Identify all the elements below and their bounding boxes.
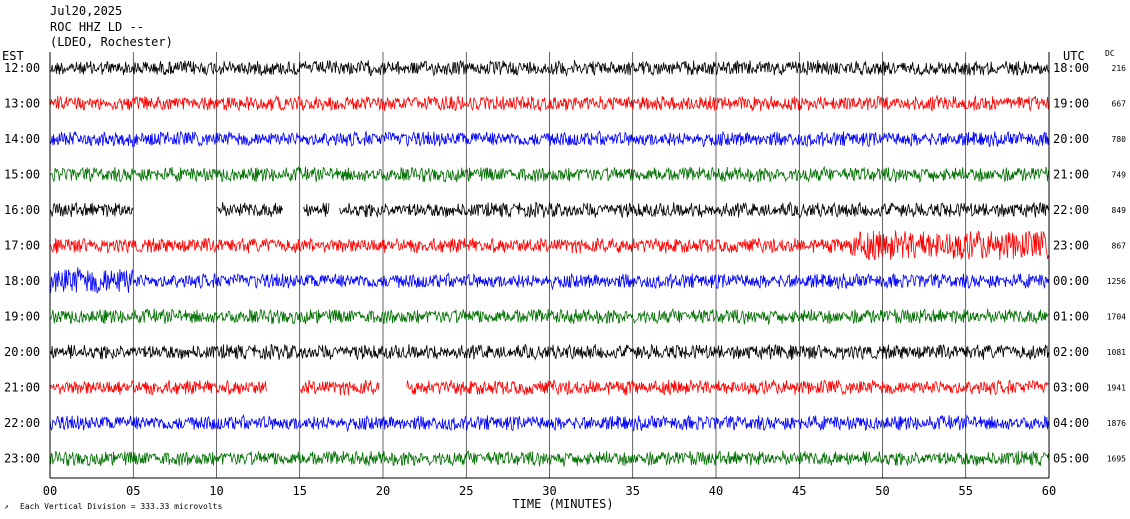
est-label-7: 19:00	[4, 310, 40, 324]
dc-label-11: 1695	[1107, 455, 1126, 464]
x-tick-15: 15	[293, 484, 307, 498]
dc-label-7: 1704	[1107, 313, 1126, 322]
x-tick-40: 40	[709, 484, 723, 498]
est-label-6: 18:00	[4, 274, 40, 288]
x-tick-55: 55	[959, 484, 973, 498]
utc-label-10: 04:00	[1053, 416, 1089, 430]
dc-label-0: 216	[1112, 64, 1127, 73]
trace-row-1	[49, 94, 1050, 113]
scale-icon: ↗	[4, 502, 9, 511]
dc-label-1: 667	[1112, 100, 1127, 109]
est-axis-label: EST	[2, 49, 24, 63]
header-station: ROC HHZ LD --	[50, 20, 144, 34]
dc-label-4: 849	[1112, 206, 1127, 215]
trace-row-9	[49, 378, 1050, 396]
header-date: Jul20,2025	[50, 4, 122, 18]
minute-gridlines	[49, 52, 1050, 478]
x-tick-10: 10	[209, 484, 223, 498]
x-tick-35: 35	[626, 484, 640, 498]
utc-label-0: 18:00	[1053, 61, 1089, 75]
trace-row-2	[49, 130, 1050, 148]
dc-label-8: 1081	[1107, 348, 1126, 357]
trace-row-0	[49, 59, 1050, 77]
x-tick-20: 20	[376, 484, 390, 498]
est-label-9: 21:00	[4, 381, 40, 395]
x-tick-45: 45	[792, 484, 806, 498]
x-tick-25: 25	[459, 484, 473, 498]
trace-row-10	[49, 413, 1050, 433]
trace-row-11	[49, 449, 1050, 468]
est-hour-labels: 12:00 13:00 14:00 15:00 16:00 17:00 18:00 19:00…	[4, 61, 40, 466]
trace-row-7	[49, 307, 1050, 326]
dc-label-10: 1876	[1107, 419, 1126, 428]
utc-label-3: 21:00	[1053, 168, 1089, 182]
trace-row-6	[49, 267, 1050, 294]
utc-hour-labels: 18:00 19:00 20:00 21:00 22:00 23:00 00:00 01:00…	[1053, 61, 1089, 466]
dc-label-6: 1256	[1107, 277, 1126, 286]
est-label-4: 16:00	[4, 203, 40, 217]
est-label-3: 15:00	[4, 168, 40, 182]
x-axis-title: TIME (MINUTES)	[512, 497, 613, 511]
utc-label-11: 05:00	[1053, 452, 1089, 466]
est-label-1: 13:00	[4, 97, 40, 111]
utc-label-9: 03:00	[1053, 381, 1089, 395]
trace-row-5	[49, 230, 1050, 261]
utc-axis-label: UTC	[1063, 49, 1085, 63]
x-tick-60: 60	[1042, 484, 1056, 498]
dc-label-2: 780	[1112, 135, 1127, 144]
dc-column-label: DC	[1105, 49, 1115, 58]
est-label-0: 12:00	[4, 61, 40, 75]
utc-label-8: 02:00	[1053, 345, 1089, 359]
utc-label-7: 01:00	[1053, 310, 1089, 324]
seismic-traces	[49, 59, 1050, 468]
est-label-2: 14:00	[4, 132, 40, 146]
trace-row-8	[49, 343, 1050, 361]
utc-label-4: 22:00	[1053, 203, 1089, 217]
x-tick-labels: 00 05 10 15 20 25 30 35 40 45 50 55 60	[43, 484, 1056, 498]
x-tick-30: 30	[542, 484, 556, 498]
trace-row-4	[49, 201, 1050, 219]
dc-offset-labels: 216 667 780 749 849 867 1256 1704 1081 1941 1876 16…	[1107, 64, 1126, 464]
plot-frame	[49, 52, 1050, 479]
est-label-5: 17:00	[4, 239, 40, 253]
x-tick-00: 00	[43, 484, 57, 498]
calibration-note: Each Vertical Division = 333.33 microvol…	[20, 502, 222, 511]
dc-label-3: 749	[1112, 171, 1127, 180]
est-label-11: 23:00	[4, 452, 40, 466]
trace-row-3	[49, 165, 1050, 184]
x-tick-50: 50	[875, 484, 889, 498]
dc-label-5: 867	[1112, 242, 1127, 251]
dc-label-9: 1941	[1107, 384, 1126, 393]
utc-label-1: 19:00	[1053, 97, 1089, 111]
est-label-10: 22:00	[4, 416, 40, 430]
x-tick-05: 05	[126, 484, 140, 498]
header-network: (LDEO, Rochester)	[50, 35, 173, 49]
utc-label-2: 20:00	[1053, 132, 1089, 146]
est-label-8: 20:00	[4, 345, 40, 359]
utc-label-5: 23:00	[1053, 239, 1089, 253]
utc-label-6: 00:00	[1053, 274, 1089, 288]
